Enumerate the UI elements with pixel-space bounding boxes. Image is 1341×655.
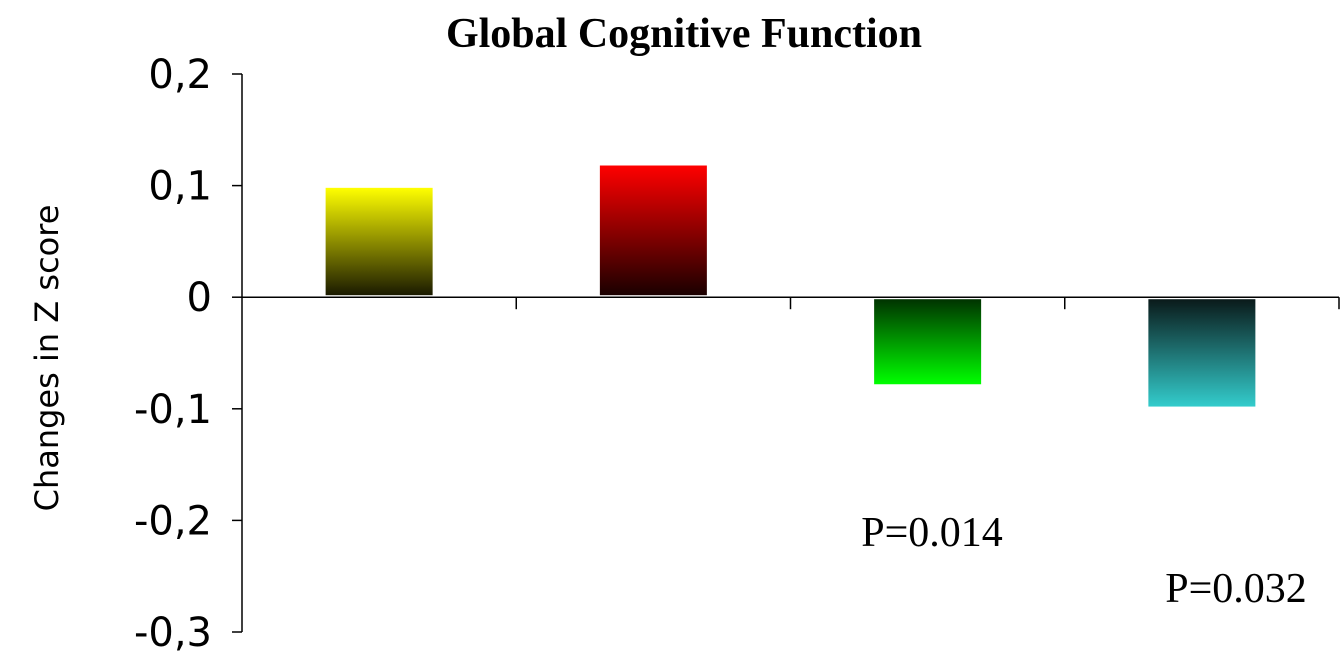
y-tick-label: 0,1 — [148, 164, 212, 210]
y-tick-label: 0,2 — [148, 52, 212, 98]
bar-1 — [325, 187, 433, 296]
y-tick-label: -0,2 — [134, 498, 212, 544]
chart-title: Global Cognitive Function — [446, 11, 922, 57]
y-tick-label: -0,1 — [134, 387, 212, 433]
y-tick-label: 0 — [187, 275, 212, 321]
bars-group — [325, 165, 1256, 407]
y-tick-label: -0,3 — [134, 610, 212, 655]
bar-4 — [1148, 299, 1256, 407]
p-value-annotation: P=0.032 — [1165, 566, 1307, 612]
bar-3 — [874, 299, 982, 385]
bar-2 — [599, 165, 707, 296]
axes-group: 0,2 0,1 0 -0,1 -0,2 -0,3 — [134, 52, 1340, 655]
p-value-annotation: P=0.014 — [861, 510, 1003, 556]
annotations-group: P=0.014 P=0.032 — [861, 510, 1307, 612]
y-axis-label: Changes in Z score — [28, 205, 66, 512]
